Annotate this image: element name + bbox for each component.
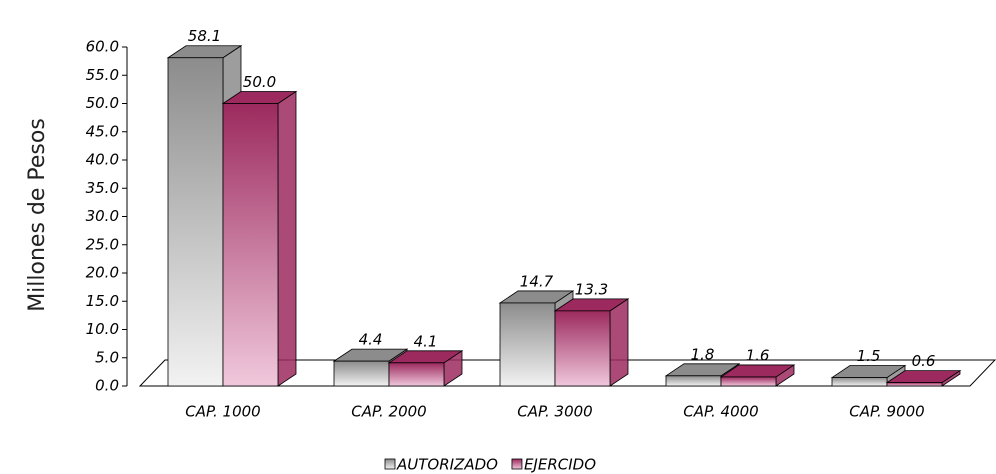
bar xyxy=(553,298,630,387)
x-tick-label: CAP. 2000 xyxy=(351,403,426,421)
y-tick-label: 10.0 xyxy=(86,320,119,338)
y-tick-label: 0.0 xyxy=(95,377,119,395)
value-label: 14.7 xyxy=(520,272,554,290)
bar xyxy=(719,364,796,387)
y-tick-label: 30.0 xyxy=(86,207,119,225)
value-label: 1.6 xyxy=(746,346,770,364)
value-label: 50.0 xyxy=(243,73,276,91)
x-tick-label: CAP. 9000 xyxy=(849,403,924,421)
bar-side xyxy=(609,298,629,387)
bar-front xyxy=(388,362,445,387)
bar-front xyxy=(167,57,224,387)
y-tick-label: 60.0 xyxy=(86,38,119,56)
bar xyxy=(885,369,962,387)
value-label: 4.4 xyxy=(359,331,383,349)
legend-swatch xyxy=(384,458,396,470)
bar xyxy=(221,90,298,387)
y-tick-label: 50.0 xyxy=(86,94,119,112)
bar xyxy=(387,350,464,387)
y-tick-label: 20.0 xyxy=(86,264,119,282)
legend-label: AUTORIZADO xyxy=(396,456,498,474)
value-label: 1.8 xyxy=(691,345,715,363)
y-axis-title: Millones de Pesos xyxy=(25,118,50,312)
y-tick-label: 45.0 xyxy=(86,122,119,140)
bar-front xyxy=(831,377,888,387)
bar-front xyxy=(886,382,943,387)
bar-front xyxy=(554,310,611,387)
bar-front xyxy=(333,360,390,387)
legend-label: EJERCIDO xyxy=(524,456,596,474)
y-tick-label: 40.0 xyxy=(86,151,119,169)
y-tick-label: 5.0 xyxy=(95,348,119,366)
value-label: 4.1 xyxy=(414,332,438,350)
y-tick-label: 15.0 xyxy=(86,292,119,310)
x-tick-label: CAP. 1000 xyxy=(185,403,260,421)
value-label: 1.5 xyxy=(857,347,881,365)
y-tick-label: 25.0 xyxy=(86,235,119,253)
x-tick-label: CAP. 3000 xyxy=(517,403,592,421)
bar-front xyxy=(665,375,722,387)
bar-front xyxy=(499,302,556,387)
bar-side xyxy=(277,90,297,387)
value-label: 0.6 xyxy=(912,352,936,370)
x-tick-label: CAP. 4000 xyxy=(683,403,758,421)
value-label: 13.3 xyxy=(575,280,608,298)
legend-swatch xyxy=(511,458,523,470)
value-label: 58.1 xyxy=(188,27,221,45)
y-tick-label: 55.0 xyxy=(86,66,119,84)
y-tick-label: 35.0 xyxy=(86,179,119,197)
bar-front xyxy=(720,376,777,387)
bar-front xyxy=(222,103,279,387)
bar xyxy=(830,364,907,387)
